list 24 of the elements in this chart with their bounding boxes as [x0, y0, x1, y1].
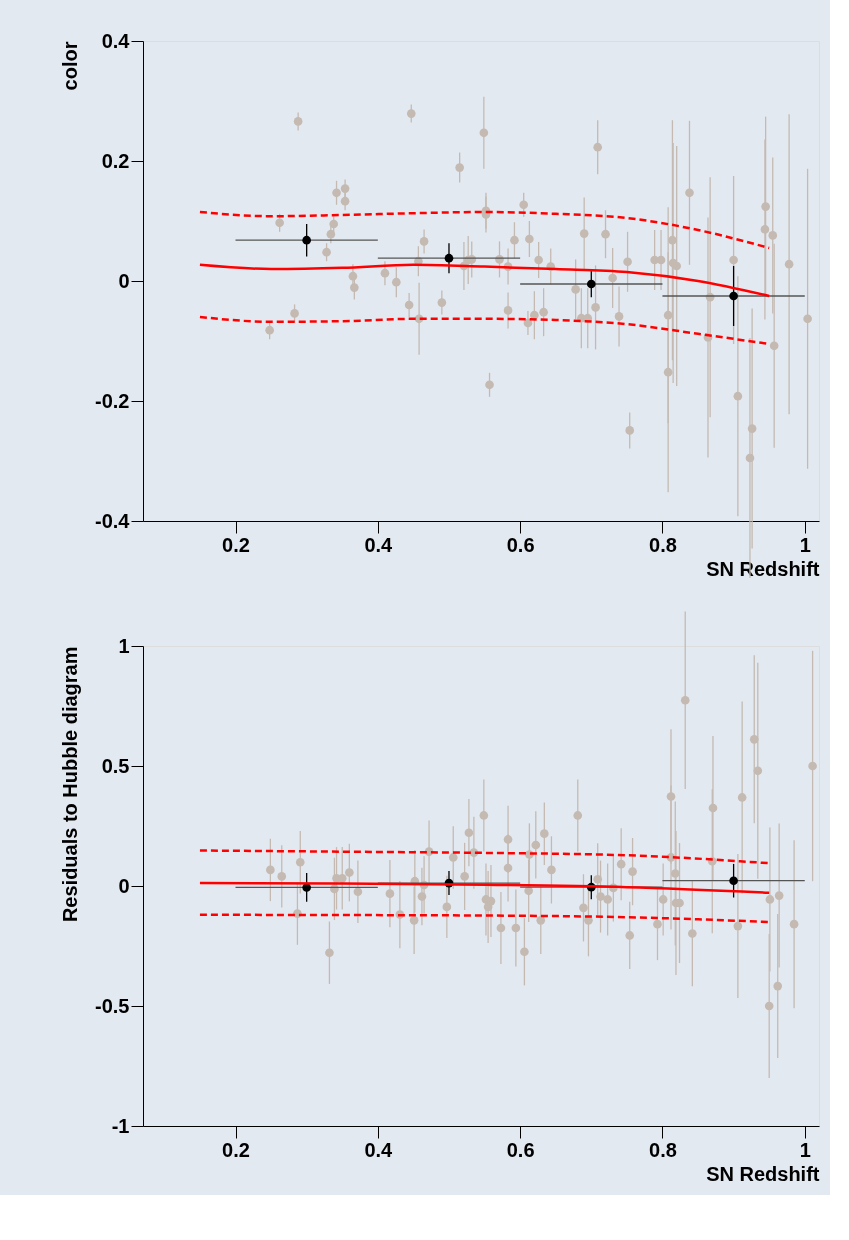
y-tick-label: -0.4 [95, 509, 131, 532]
x-tick-label: 1 [799, 533, 811, 556]
y-tick-label: 0.4 [101, 29, 131, 52]
y-tick-label: -0.2 [95, 389, 130, 412]
x-tick-label: 1 [799, 1138, 811, 1161]
y-tick-label: 0.5 [101, 754, 130, 777]
y-tick-label: 0 [118, 269, 130, 292]
x-tick-label: 0.8 [649, 533, 677, 556]
y-tick-label: 0 [118, 874, 130, 897]
x-axis-title: SN Redshift [706, 557, 820, 580]
x-tick-label: 0.2 [222, 533, 250, 556]
y-axis-title: color [59, 41, 82, 91]
x-tick-label: 0.6 [506, 1138, 535, 1161]
y-tick-label: -1 [111, 1114, 130, 1137]
x-axis-title: SN Redshift [706, 1162, 820, 1185]
y-tick-label: 0.2 [101, 149, 130, 172]
x-tick-label: 0.8 [649, 1138, 677, 1161]
x-tick-label: 0.2 [222, 1138, 250, 1161]
y-tick-label: -0.5 [95, 994, 130, 1017]
y-tick-label: 1 [118, 634, 130, 657]
x-tick-label: 0.4 [364, 1138, 394, 1161]
y-axis-title: Residuals to Hubble diagram [59, 646, 82, 923]
x-tick-label: 0.6 [506, 533, 535, 556]
x-tick-label: 0.4 [364, 533, 394, 556]
